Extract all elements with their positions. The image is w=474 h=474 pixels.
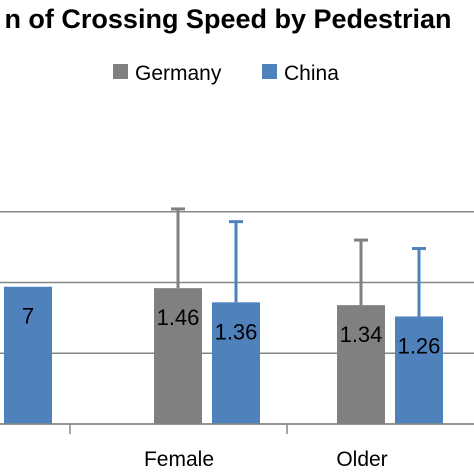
legend-label: China (284, 62, 339, 85)
legend-label: Germany (135, 62, 222, 85)
legend-swatch (262, 64, 277, 79)
bars (4, 286, 443, 424)
data-label: 1.46 (157, 305, 200, 330)
x-tick-label: Female (144, 448, 214, 471)
bar-china (4, 286, 52, 424)
legend-swatch (113, 64, 128, 79)
error-bars (171, 207, 426, 317)
bar-china (395, 316, 443, 424)
bar-germany (154, 288, 202, 424)
data-label: 1.34 (340, 322, 383, 347)
data-label: 7 (22, 304, 34, 329)
data-label: 1.36 (215, 319, 258, 344)
data-label: 1.26 (398, 333, 441, 358)
x-axis: Female Older (0, 423, 474, 471)
bar-germany (337, 305, 385, 424)
bar-china (212, 302, 260, 424)
chart-title: n of Crossing Speed by Pedestrian (4, 4, 451, 34)
x-tick-label: Older (336, 448, 387, 471)
data-labels: 7 1.46 1.36 1.34 1.26 (22, 304, 441, 359)
legend: Germany China (113, 62, 339, 85)
